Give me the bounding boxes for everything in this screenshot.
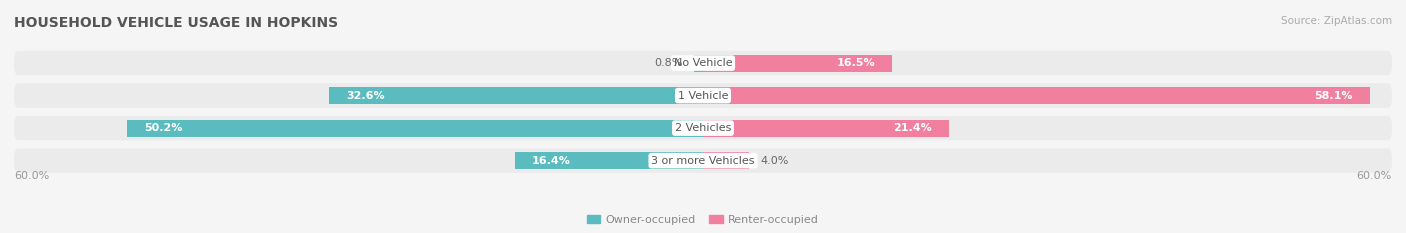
Bar <box>127 120 703 137</box>
Text: 16.4%: 16.4% <box>531 156 571 166</box>
FancyBboxPatch shape <box>14 83 1392 108</box>
FancyBboxPatch shape <box>14 51 1392 75</box>
Bar <box>703 87 1369 104</box>
Text: No Vehicle: No Vehicle <box>673 58 733 68</box>
FancyBboxPatch shape <box>14 116 1392 140</box>
Bar <box>329 87 703 104</box>
Text: 58.1%: 58.1% <box>1315 91 1353 101</box>
Text: 0.8%: 0.8% <box>654 58 682 68</box>
Text: HOUSEHOLD VEHICLE USAGE IN HOPKINS: HOUSEHOLD VEHICLE USAGE IN HOPKINS <box>14 16 339 30</box>
Text: 50.2%: 50.2% <box>143 123 183 133</box>
Bar <box>693 55 703 72</box>
Text: 4.0%: 4.0% <box>761 156 789 166</box>
FancyBboxPatch shape <box>14 148 1392 173</box>
Text: 60.0%: 60.0% <box>1357 171 1392 181</box>
Text: 1 Vehicle: 1 Vehicle <box>678 91 728 101</box>
Bar <box>515 152 703 169</box>
Bar <box>703 55 893 72</box>
Text: 16.5%: 16.5% <box>837 58 875 68</box>
Text: 21.4%: 21.4% <box>893 123 932 133</box>
Bar <box>703 152 749 169</box>
Bar <box>703 120 949 137</box>
Legend: Owner-occupied, Renter-occupied: Owner-occupied, Renter-occupied <box>582 210 824 229</box>
Text: 2 Vehicles: 2 Vehicles <box>675 123 731 133</box>
Text: 3 or more Vehicles: 3 or more Vehicles <box>651 156 755 166</box>
Text: Source: ZipAtlas.com: Source: ZipAtlas.com <box>1281 16 1392 26</box>
Text: 32.6%: 32.6% <box>346 91 384 101</box>
Text: 60.0%: 60.0% <box>14 171 49 181</box>
